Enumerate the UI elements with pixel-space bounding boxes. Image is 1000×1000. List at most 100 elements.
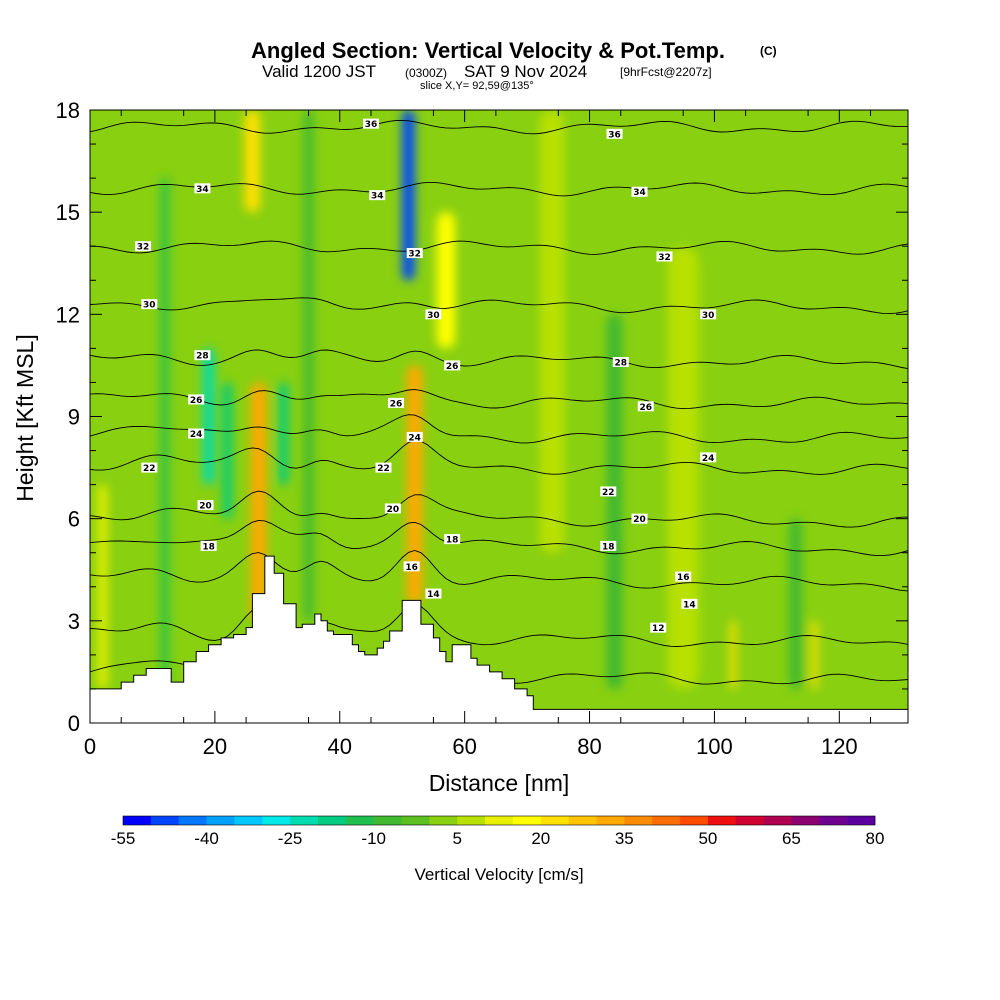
colorbar-segment	[234, 816, 263, 825]
chart-header: Angled Section: Vertical Velocity & Pot.…	[251, 38, 777, 92]
contour-label-26: 26	[637, 401, 654, 413]
svg-text:32: 32	[658, 253, 671, 263]
velocity-feature-3	[244, 110, 261, 213]
velocity-feature-7	[278, 382, 289, 485]
contour-label-18: 18	[444, 534, 461, 546]
contour-label-24: 24	[406, 431, 423, 443]
svg-text:32: 32	[137, 243, 150, 253]
y-axis-label: Height [Kft MSL]	[12, 334, 38, 501]
contour-label-22: 22	[141, 462, 158, 474]
colorbar-segment	[345, 816, 374, 825]
colorbar-segment	[624, 816, 653, 825]
contour-label-34: 34	[369, 190, 386, 202]
colorbar-tick-label: -25	[278, 829, 303, 848]
contour-label-32: 32	[656, 251, 673, 263]
svg-text:36: 36	[365, 120, 378, 130]
velocity-feature-8	[303, 110, 314, 621]
contour-label-20: 20	[384, 503, 401, 515]
theta-contour-14	[90, 604, 908, 647]
colorbar-tick-label: 5	[452, 829, 461, 848]
svg-text:18: 18	[602, 542, 615, 552]
velocity-feature-2	[436, 212, 456, 349]
colorbar-segment	[262, 816, 291, 825]
velocity-feature-10	[606, 314, 623, 689]
svg-text:26: 26	[190, 396, 203, 406]
colorbar-segment	[150, 816, 179, 825]
contour-label-16: 16	[675, 571, 692, 583]
colorbar-segment	[485, 816, 514, 825]
valid-date: SAT 9 Nov 2024	[464, 62, 587, 81]
svg-text:18: 18	[202, 542, 215, 552]
colorbar-segment	[652, 816, 681, 825]
velocity-feature-15	[730, 620, 737, 689]
contour-label-30: 30	[700, 309, 717, 321]
contour-label-22: 22	[375, 462, 392, 474]
colorbar-segment	[373, 816, 402, 825]
velocity-feature-11	[789, 518, 802, 689]
velocity-feature-16	[811, 620, 818, 689]
svg-text:22: 22	[143, 464, 156, 474]
svg-text:32: 32	[408, 250, 421, 260]
colorbar-segment	[290, 816, 319, 825]
velocity-feature-5	[203, 348, 215, 485]
colorbar-ticks: -55 -40 -25 -10 5 20 35 50 65 80	[111, 829, 885, 848]
velocity-feature-14	[97, 484, 108, 689]
y-tick-label: 3	[68, 609, 80, 634]
colorbar-segment	[317, 816, 347, 825]
velocity-feature-6	[222, 382, 233, 519]
velocity-feature-1	[406, 365, 423, 604]
colorbar-segment	[680, 816, 709, 825]
colorbar-segment	[847, 816, 876, 825]
valid-time-prefix: Valid 1200 JST	[262, 62, 376, 81]
contour-label-20: 20	[197, 500, 214, 512]
contour-label-24: 24	[188, 428, 205, 440]
x-tick-label: 20	[203, 734, 227, 759]
contour-label-26: 26	[188, 394, 205, 406]
y-tick-label: 12	[56, 302, 80, 327]
svg-text:28: 28	[614, 359, 627, 369]
theta-contour-34	[90, 181, 908, 197]
valid-zulu: (0300Z)	[405, 66, 447, 80]
colorbar-segment	[596, 816, 625, 825]
x-tick-label: 40	[328, 734, 352, 759]
y-tick-label: 18	[56, 98, 80, 123]
svg-text:14: 14	[683, 600, 696, 610]
x-axis: 0 20 40 60 80 100 120	[84, 110, 872, 759]
colorbar-segment	[457, 816, 486, 825]
terrain-mask	[89, 555, 909, 724]
x-tick-label: 120	[821, 734, 858, 759]
theta-contour-36	[90, 119, 908, 135]
colorbar-segment	[206, 816, 235, 825]
svg-text:12: 12	[652, 624, 665, 634]
colorbar-tick-label: -10	[361, 829, 386, 848]
colorbar-segment	[429, 816, 458, 825]
svg-text:20: 20	[199, 502, 212, 512]
svg-text:28: 28	[196, 352, 209, 362]
theta-contour-16	[90, 550, 908, 592]
svg-text:26: 26	[446, 362, 459, 372]
svg-text:34: 34	[371, 192, 384, 202]
chart-title: Angled Section: Vertical Velocity & Pot.…	[251, 38, 725, 63]
colorbar-segment	[735, 816, 764, 825]
y-tick-label: 6	[68, 507, 80, 532]
colorbar-segment	[178, 816, 207, 825]
contour-label-32: 32	[135, 241, 152, 253]
colorbar-segment	[540, 816, 569, 825]
y-tick-label: 9	[68, 405, 80, 430]
contour-label-20: 20	[631, 513, 648, 525]
colorbar-segment	[123, 816, 152, 825]
contour-label-26: 26	[387, 397, 404, 409]
colorbar-tick-label: 35	[615, 829, 634, 848]
x-tick-label: 0	[84, 734, 96, 759]
theta-contours	[90, 119, 908, 685]
x-axis-label: Distance [nm]	[429, 770, 570, 796]
svg-text:30: 30	[427, 311, 440, 321]
colorbar-tick-label: -55	[111, 829, 136, 848]
colorbar-segment	[568, 816, 597, 825]
contour-label-30: 30	[141, 299, 158, 311]
x-tick-label: 60	[452, 734, 476, 759]
contour-label-36: 36	[606, 128, 623, 140]
contour-label-18: 18	[200, 540, 217, 552]
contour-label-14: 14	[681, 598, 698, 610]
